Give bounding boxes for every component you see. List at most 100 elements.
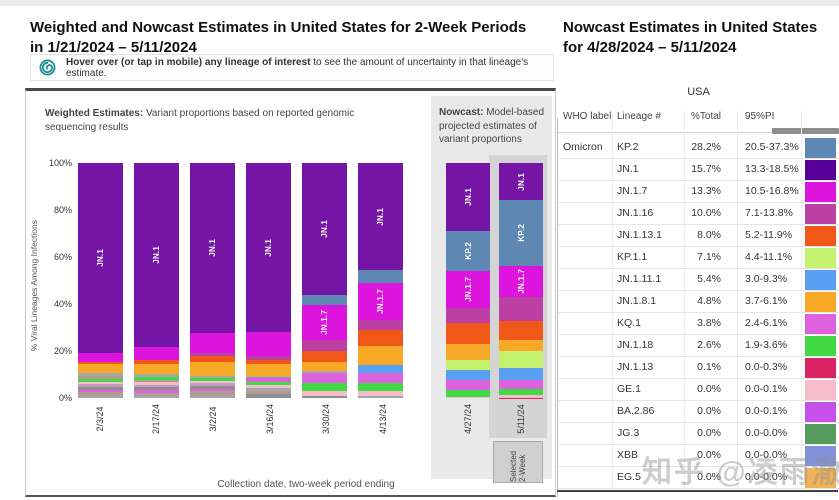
bar-segment-JN.1.13.1[interactable] [358, 330, 403, 347]
stacked-bar-2/3/24[interactable]: JN.1 [78, 163, 123, 398]
bar-segment-JN.1.16[interactable] [446, 307, 490, 323]
bar-segment-JN.1.8.1[interactable] [78, 363, 123, 374]
bar-segment-other-tan[interactable] [78, 392, 123, 396]
bar-segment-JN.1.18[interactable] [134, 377, 179, 380]
bar-segment-other-gray[interactable] [246, 388, 291, 392]
bar-segment-KQ.1[interactable] [302, 373, 347, 384]
stacked-bar-5/11/24[interactable]: JN.1 KP.2 JN.1.7 [499, 163, 543, 398]
bar-segment-KP.2[interactable] [358, 269, 403, 284]
bar-segment-JN.1.7[interactable]: JN.1.7 [446, 271, 490, 308]
bar-segment-other-gray2[interactable] [246, 393, 291, 398]
bar-segment-other-gray[interactable] [190, 375, 235, 379]
bar-segment-JN.1.8.1[interactable] [446, 343, 490, 361]
bar-segment-other-gray[interactable] [358, 395, 403, 398]
bar-segment-other-gray2[interactable] [190, 385, 235, 389]
bar-segment-JN.1.18[interactable] [246, 381, 291, 385]
bar-segment-other-gray[interactable] [78, 395, 123, 398]
bar-segment-other-gray[interactable] [190, 394, 235, 398]
bar-segment-other-tan[interactable] [134, 392, 179, 396]
bar-segment-GE.1[interactable] [302, 391, 347, 396]
selected-period-label[interactable]: Selected 2-Week [493, 441, 543, 483]
bar-segment-other-tan[interactable] [78, 376, 123, 380]
bar-segment-GE.1[interactable] [78, 381, 123, 385]
bar-segment-JN.1.7[interactable] [78, 353, 123, 362]
bar-segment-JN.1.13.1[interactable] [78, 361, 123, 364]
bar-segment-GE.1[interactable] [134, 382, 179, 385]
bar-segment-JN.1.13.1[interactable] [446, 322, 490, 344]
bar-segment-JN.1.18[interactable] [302, 383, 347, 392]
bar-segment-KQ.1[interactable] [499, 380, 543, 390]
bar-segment-KP.2[interactable]: KP.2 [499, 199, 543, 267]
bar-segment-JN.1[interactable]: JN.1 [190, 163, 235, 334]
bar-segment-other-gray2[interactable] [134, 387, 179, 391]
bar-segment-KQ.1[interactable] [446, 379, 490, 390]
bar-segment-JN.1.16[interactable] [358, 319, 403, 331]
bar-segment-JN.1[interactable]: JN.1 [499, 163, 543, 200]
bar-segment-JN.1[interactable]: JN.1 [246, 163, 291, 333]
bar-segment-JN.1[interactable]: JN.1 [358, 163, 403, 270]
bar-segment-KQ.1[interactable] [134, 390, 179, 393]
bar-segment-other-gray2[interactable] [78, 386, 123, 390]
bar-segment-JN.1.8.1[interactable] [358, 346, 403, 366]
bar-segment-other-gray2[interactable] [302, 395, 347, 398]
bar-segment-GE.1[interactable] [190, 381, 235, 384]
bar-segment-JN.1.7[interactable]: JN.1.7 [302, 305, 347, 341]
bar-segment-other-mauve[interactable] [134, 384, 179, 388]
stacked-bar-3/16/24[interactable]: JN.1 [246, 163, 291, 398]
bar-segment-JN.1[interactable]: JN.1 [446, 163, 490, 232]
bar-segment-JN.1.16[interactable] [302, 340, 347, 351]
bar-segment-JN.1[interactable]: JN.1 [78, 163, 123, 354]
bar-segment-GE.1[interactable] [358, 390, 403, 396]
bar-segment-JN.1.7[interactable] [190, 333, 235, 354]
bar-segment-other-tan[interactable] [134, 379, 179, 383]
bar-segment-JN.1.13.1[interactable] [499, 320, 543, 340]
bar-segment-KQ.1[interactable] [190, 388, 235, 392]
bar-segment-JN.1[interactable]: JN.1 [302, 163, 347, 295]
bar-segment-other-mauve[interactable] [78, 384, 123, 387]
bar-segment-JN.1.11.1[interactable] [446, 369, 490, 380]
bar-segment-JN.1.7[interactable]: JN.1.7 [358, 283, 403, 320]
bar-segment-other-gray[interactable] [78, 373, 123, 377]
table-scrollbar-thumb[interactable] [772, 128, 839, 134]
bar-segment-GE.1[interactable] [446, 396, 490, 398]
bar-segment-KQ.1[interactable] [78, 389, 123, 393]
stacked-bar-3/2/24[interactable]: JN.1 [190, 163, 235, 398]
bar-segment-JN.1.16[interactable] [190, 353, 235, 356]
bar-segment-JN.1.18[interactable] [190, 378, 235, 382]
bar-segment-JN.1.18[interactable] [358, 382, 403, 391]
bar-segment-JN.1.11.1[interactable] [246, 376, 291, 379]
bar-segment-JN.1.18[interactable] [446, 389, 490, 397]
bar-segment-other-tan[interactable] [246, 391, 291, 394]
bar-segment-JN.1.8.1[interactable] [302, 361, 347, 372]
bar-segment-KP.2[interactable]: KP.2 [446, 231, 490, 272]
bar-segment-JN.1.13.1[interactable] [190, 355, 235, 362]
bar-segment-KP.1.1[interactable] [499, 350, 543, 368]
bar-segment-JN.1.7[interactable] [134, 347, 179, 361]
bar-segment-other-gray[interactable] [134, 374, 179, 378]
bar-segment-JN.1.7[interactable]: JN.1.7 [499, 266, 543, 298]
bar-segment-JN.1.11.1[interactable] [499, 367, 543, 381]
bar-segment-JN.1.11.1[interactable] [358, 365, 403, 374]
stacked-bar-4/27/24[interactable]: JN.1 KP.2 JN.1.7 [446, 163, 490, 398]
bar-segment-JN.1.16[interactable] [246, 355, 291, 361]
bar-segment-JN.1.16[interactable] [499, 297, 543, 321]
bar-segment-JN.1.18[interactable] [499, 389, 543, 396]
bar-segment-KP.2[interactable] [302, 294, 347, 306]
bar-segment-JN.1.7[interactable] [246, 332, 291, 356]
bar-segment-GE.1[interactable] [246, 384, 291, 389]
bar-segment-JN.1.8.1[interactable] [190, 361, 235, 376]
bar-segment-other-tan[interactable] [190, 391, 235, 395]
bar-segment-KP.1.1[interactable] [446, 360, 490, 370]
bar-segment-JN.1.18[interactable] [78, 379, 123, 382]
bar-segment-JN.1.13.1[interactable] [302, 350, 347, 362]
bar-segment-JN.1.8.1[interactable] [499, 339, 543, 351]
bar-segment-KQ.1[interactable] [246, 378, 291, 382]
bar-segment-JN.1[interactable]: JN.1 [134, 163, 179, 348]
stacked-bar-4/13/24[interactable]: JN.1 JN.1.7 [358, 163, 403, 398]
bar-segment-JN.1.13.1[interactable] [134, 360, 179, 364]
bar-segment-other-gray[interactable] [302, 371, 347, 374]
stacked-bar-3/30/24[interactable]: JN.1 JN.1.7 [302, 163, 347, 398]
bar-segment-other-mauve[interactable] [190, 383, 235, 386]
bar-segment-other-gray[interactable] [134, 395, 179, 398]
bar-segment-GE.1[interactable] [499, 395, 543, 398]
